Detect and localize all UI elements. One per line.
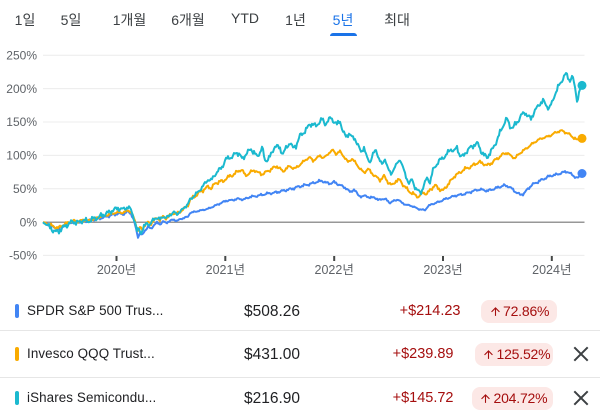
svg-text:2021년: 2021년: [206, 263, 245, 277]
svg-text:2022년: 2022년: [315, 263, 354, 277]
svg-text:50%: 50%: [13, 182, 37, 196]
svg-text:2020년: 2020년: [97, 263, 136, 277]
svg-text:250%: 250%: [6, 48, 37, 62]
svg-text:0%: 0%: [20, 215, 38, 229]
svg-text:100%: 100%: [6, 149, 37, 163]
svg-text:2024년: 2024년: [532, 263, 571, 277]
svg-text:200%: 200%: [6, 82, 37, 96]
svg-text:2023년: 2023년: [423, 263, 462, 277]
svg-text:150%: 150%: [6, 115, 37, 129]
svg-text:-50%: -50%: [9, 249, 37, 263]
